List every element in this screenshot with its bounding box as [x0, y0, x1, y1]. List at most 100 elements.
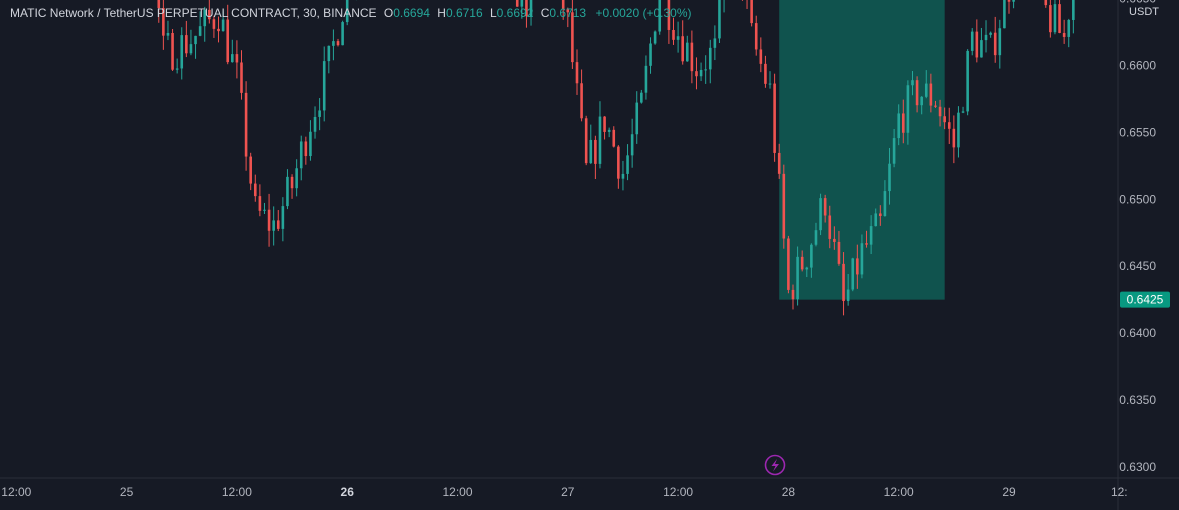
- time-tick-label: 12:00: [442, 485, 472, 499]
- candle: [746, 0, 748, 9]
- candle: [253, 174, 257, 202]
- candle: [525, 0, 528, 28]
- candle: [318, 98, 321, 131]
- candle: [515, 0, 519, 7]
- candle: [185, 20, 188, 58]
- candle: [575, 49, 579, 95]
- ohlc-open-key: O: [383, 6, 394, 20]
- candle: [718, 0, 721, 44]
- candle: [842, 252, 845, 316]
- candle: [345, 0, 349, 26]
- candle: [975, 19, 979, 63]
- candle: [221, 11, 225, 32]
- candle: [980, 27, 983, 58]
- candle: [952, 115, 956, 164]
- candle: [787, 235, 790, 294]
- candle: [621, 160, 625, 191]
- time-tick-label: 26: [341, 485, 355, 499]
- ohlc-open-value: 0.6694: [393, 6, 430, 20]
- candle: [175, 58, 179, 74]
- time-tick-label: 12:00: [1, 485, 31, 499]
- candle: [704, 55, 707, 84]
- candle: [644, 55, 648, 100]
- candle: [309, 120, 312, 161]
- candle: [327, 45, 331, 74]
- price-tick-label: 0.6450: [1119, 259, 1156, 273]
- candle: [901, 99, 905, 144]
- candle: [235, 40, 239, 79]
- candle: [198, 11, 202, 37]
- candle: [1003, 0, 1006, 29]
- candle: [653, 30, 657, 45]
- candle: [851, 257, 855, 292]
- candle: [833, 226, 836, 250]
- candle: [957, 106, 960, 158]
- candle: [1072, 0, 1075, 34]
- time-tick-label: 29: [1002, 485, 1016, 499]
- candle: [649, 37, 652, 74]
- candle: [915, 76, 919, 113]
- candle: [773, 73, 776, 162]
- candle: [341, 20, 344, 46]
- candle: [258, 184, 262, 217]
- candle: [332, 29, 335, 61]
- candle: [699, 62, 703, 82]
- candle: [741, 0, 743, 1]
- candle: [607, 127, 611, 138]
- time-tick-label: 12:00: [222, 485, 252, 499]
- candle: [561, 0, 565, 20]
- time-tick-label: 28: [782, 485, 796, 499]
- candle: [594, 135, 597, 179]
- candle: [897, 104, 900, 146]
- candle: [1012, 0, 1015, 9]
- candle: [865, 230, 868, 248]
- candle: [713, 25, 717, 61]
- candle: [869, 215, 873, 254]
- candle: [203, 6, 207, 42]
- candle: [281, 197, 285, 242]
- candle: [171, 29, 174, 71]
- candle: [805, 266, 809, 278]
- currency-label[interactable]: USDT: [1129, 6, 1159, 18]
- candle: [938, 99, 942, 127]
- candle: [989, 31, 992, 38]
- ohlc-high-key: H: [437, 6, 446, 20]
- candle: [231, 39, 234, 63]
- candle: [874, 208, 878, 227]
- ohlc-close-value: 0.6713: [549, 6, 587, 20]
- candle: [299, 135, 303, 181]
- candle: [1007, 0, 1011, 14]
- candle: [226, 4, 230, 65]
- candle: [658, 0, 662, 35]
- time-axis[interactable]: 12:00 25 12:00 26 12:00 27 12:00 28 12:00 29 12:: [1, 485, 1127, 499]
- candle: [708, 39, 712, 84]
- candle: [1049, 0, 1052, 38]
- target-price-label: 0.6425: [1120, 291, 1170, 308]
- candle: [249, 152, 252, 191]
- candle: [888, 147, 891, 205]
- candle: [208, 0, 211, 24]
- candle: [883, 180, 887, 217]
- candle: [286, 169, 289, 210]
- time-tick-label: 12:00: [884, 485, 914, 499]
- candle: [993, 16, 997, 63]
- candle: [276, 210, 280, 232]
- lightning-icon[interactable]: [764, 454, 786, 476]
- symbol-legend[interactable]: MATIC Network / TetherUS PERPETUAL CONTR…: [10, 6, 692, 20]
- candle: [1067, 18, 1071, 48]
- candle: [823, 194, 827, 223]
- candle: [1058, 0, 1061, 34]
- candle: [157, 0, 161, 23]
- candle: [984, 20, 988, 53]
- price-axis[interactable]: 0.69000.68500.68000.67500.67000.66500.66…: [1119, 0, 1156, 474]
- candle: [240, 50, 243, 100]
- candle: [764, 55, 767, 88]
- candle: [695, 57, 698, 90]
- candle: [166, 20, 170, 41]
- candle: [929, 73, 933, 113]
- candle: [336, 38, 340, 47]
- candle: [589, 124, 593, 165]
- ohlc-low-value: 0.6692: [496, 6, 534, 20]
